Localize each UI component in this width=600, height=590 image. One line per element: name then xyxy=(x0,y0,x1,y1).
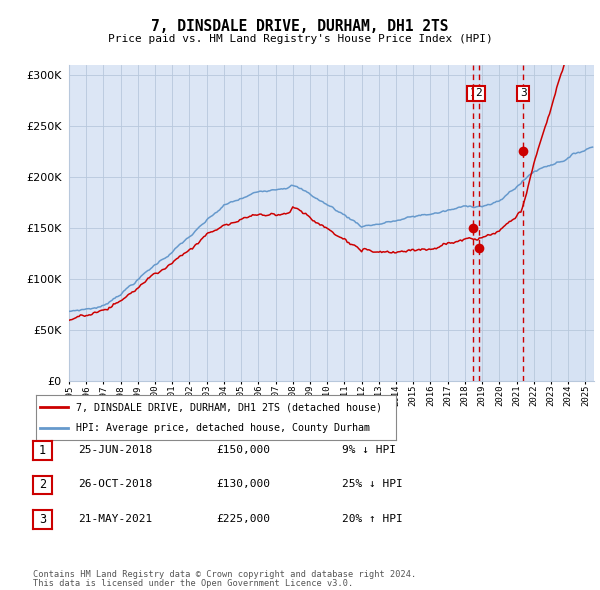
Text: HPI: Average price, detached house, County Durham: HPI: Average price, detached house, Coun… xyxy=(76,422,370,432)
Text: 1: 1 xyxy=(39,444,46,457)
Text: 25-JUN-2018: 25-JUN-2018 xyxy=(78,445,152,455)
Text: 2: 2 xyxy=(476,88,482,99)
Text: 1: 1 xyxy=(470,88,476,99)
Text: Contains HM Land Registry data © Crown copyright and database right 2024.: Contains HM Land Registry data © Crown c… xyxy=(33,570,416,579)
Text: 20% ↑ HPI: 20% ↑ HPI xyxy=(342,514,403,523)
Text: 26-OCT-2018: 26-OCT-2018 xyxy=(78,480,152,489)
Text: £150,000: £150,000 xyxy=(216,445,270,455)
Text: Price paid vs. HM Land Registry's House Price Index (HPI): Price paid vs. HM Land Registry's House … xyxy=(107,34,493,44)
Text: £130,000: £130,000 xyxy=(216,480,270,489)
Text: This data is licensed under the Open Government Licence v3.0.: This data is licensed under the Open Gov… xyxy=(33,579,353,588)
Text: 7, DINSDALE DRIVE, DURHAM, DH1 2TS (detached house): 7, DINSDALE DRIVE, DURHAM, DH1 2TS (deta… xyxy=(76,402,382,412)
Text: 7, DINSDALE DRIVE, DURHAM, DH1 2TS: 7, DINSDALE DRIVE, DURHAM, DH1 2TS xyxy=(151,19,449,34)
Text: 9% ↓ HPI: 9% ↓ HPI xyxy=(342,445,396,455)
Text: £225,000: £225,000 xyxy=(216,514,270,523)
Text: 3: 3 xyxy=(520,88,527,99)
Text: 21-MAY-2021: 21-MAY-2021 xyxy=(78,514,152,523)
Bar xyxy=(473,65,594,381)
Text: 3: 3 xyxy=(39,513,46,526)
Text: 25% ↓ HPI: 25% ↓ HPI xyxy=(342,480,403,489)
Text: 2: 2 xyxy=(39,478,46,491)
